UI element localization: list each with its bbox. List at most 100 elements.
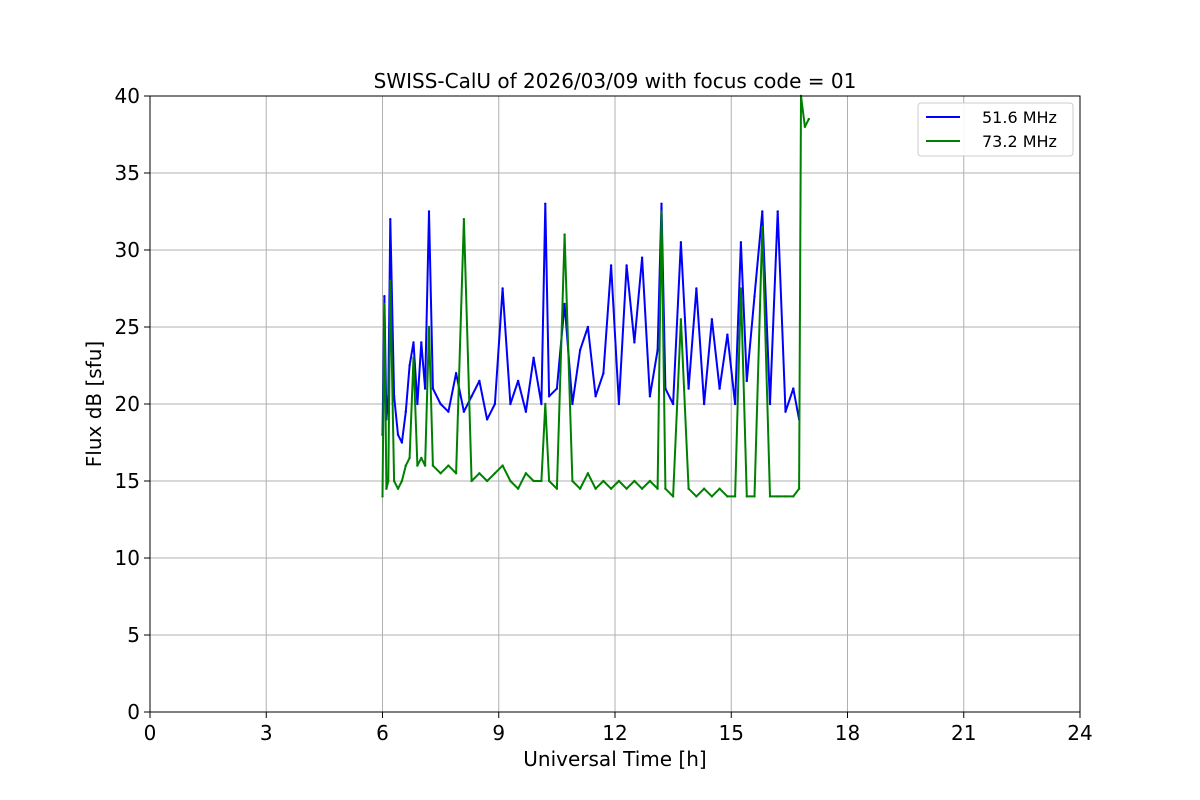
data-point [396,433,400,436]
data-point [695,287,698,290]
data-point [726,333,729,336]
data-point [509,402,512,406]
data-point [671,495,675,498]
data-point [739,287,743,290]
data-point [718,387,721,390]
data-point [389,218,392,221]
data-point [702,487,706,490]
data-point [807,117,810,121]
series-layer [381,94,810,498]
data-point [617,479,621,483]
x-tick-label: 18 [835,721,860,745]
x-tick-label: 9 [492,721,505,745]
data-point [420,456,423,460]
data-point [454,472,458,475]
x-tick-label: 21 [951,721,976,745]
y-tick-label: 20 [115,392,140,416]
data-point [739,241,743,244]
data-point [648,395,652,398]
y-tick-label: 0 [127,700,140,724]
data-point [784,410,787,413]
data-point [640,256,644,259]
data-point [633,479,636,483]
legend-label-51-6: 51.6 MHz [982,108,1057,127]
data-point [501,464,504,467]
data-point [524,410,528,413]
data-point [544,202,547,205]
data-point [633,341,636,344]
data-point [431,464,435,467]
data-point [516,379,520,383]
data-point [753,295,756,298]
data-point [385,487,388,490]
data-point [540,402,543,406]
y-tick-label: 40 [115,84,140,108]
data-point [710,318,714,321]
data-point [733,402,737,406]
data-point [656,348,659,352]
x-tick-label: 0 [144,721,157,745]
data-point [532,356,535,359]
y-tick-label: 35 [115,161,140,185]
data-point [454,372,458,375]
legend: 51.6 MHz 73.2 MHz [917,102,1074,157]
data-point [404,410,407,413]
data-point [695,495,698,498]
data-point [660,210,663,213]
x-tick-label: 3 [260,721,273,745]
y-axis-label: Flux dB [sfu] [82,341,106,467]
data-point [648,479,652,483]
data-point [594,395,597,398]
data-point [586,472,590,475]
x-tick-label: 12 [602,721,627,745]
data-point [478,379,481,383]
ticks: 0 3 6 9 12 15 18 21 24 0 5 10 15 20 25 30 35 40 [115,84,1093,745]
data-point [671,402,675,406]
data-point [733,495,737,498]
data-point [387,479,390,483]
data-point [501,287,504,290]
data-point [745,379,748,383]
data-point [555,487,559,490]
data-point [439,402,442,406]
data-point [416,464,419,467]
data-point [389,279,392,282]
data-point [420,341,423,344]
data-point [470,479,473,483]
data-point [594,487,597,490]
x-axis-label: Universal Time [h] [523,747,706,771]
data-point [792,495,795,498]
data-point [660,202,663,205]
data-point [509,479,512,483]
data-point [609,264,613,267]
data-point [447,410,450,413]
data-point [462,410,466,413]
data-point [431,387,435,390]
data-point [408,364,411,367]
data-point [462,218,466,221]
data-point [400,479,404,483]
x-tick-label: 24 [1067,721,1092,745]
data-point [396,487,400,490]
data-point [679,241,683,244]
data-point [563,233,566,236]
data-point [625,487,628,490]
data-point [493,402,497,406]
data-point [776,495,779,498]
data-point [702,402,706,406]
data-point [679,318,683,321]
chart-title: SWISS-CalU of 2026/03/09 with focus code… [374,69,857,93]
data-point [447,464,450,467]
data-point [547,395,551,398]
data-point [768,402,772,406]
data-point [578,348,582,352]
y-tick-label: 10 [115,546,140,570]
data-point [412,341,415,344]
data-point [745,495,748,498]
data-point [571,402,574,406]
data-point [617,402,621,406]
data-point [609,487,613,490]
data-point [753,495,756,498]
data-point [797,487,801,490]
data-point [416,402,419,406]
